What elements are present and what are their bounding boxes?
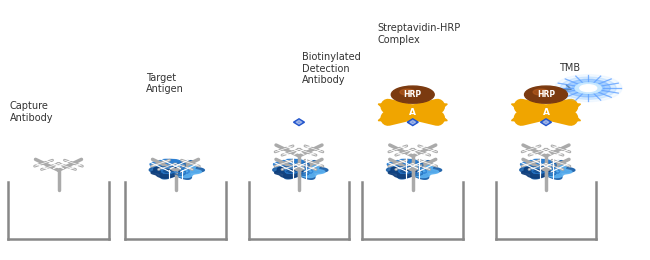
Polygon shape (538, 164, 572, 178)
Polygon shape (168, 164, 202, 178)
Circle shape (400, 89, 415, 95)
Polygon shape (387, 159, 426, 173)
Polygon shape (294, 119, 304, 126)
Polygon shape (151, 167, 181, 178)
Text: HRP: HRP (404, 90, 422, 99)
Text: TMB: TMB (560, 63, 580, 73)
Polygon shape (563, 104, 580, 110)
Polygon shape (512, 104, 529, 110)
Circle shape (572, 82, 604, 95)
Text: Target
Antigen: Target Antigen (146, 73, 184, 94)
Polygon shape (296, 120, 302, 124)
Polygon shape (430, 114, 447, 121)
Polygon shape (521, 159, 560, 173)
Polygon shape (430, 104, 447, 110)
Polygon shape (388, 167, 419, 178)
Circle shape (533, 89, 548, 95)
Text: Streptavidin-HRP
Complex: Streptavidin-HRP Complex (377, 23, 460, 45)
Text: A: A (410, 108, 416, 117)
Circle shape (391, 86, 434, 103)
Text: Capture
Antibody: Capture Antibody (10, 101, 53, 123)
Polygon shape (541, 119, 551, 126)
Polygon shape (291, 164, 325, 178)
Text: A: A (543, 108, 549, 117)
Circle shape (580, 85, 597, 92)
Text: HRP: HRP (537, 90, 555, 99)
Polygon shape (274, 159, 313, 173)
Polygon shape (520, 160, 575, 179)
Text: Biotinylated
Detection
Antibody: Biotinylated Detection Antibody (302, 52, 361, 85)
Polygon shape (410, 120, 416, 124)
Polygon shape (273, 160, 328, 179)
Polygon shape (521, 167, 552, 178)
Circle shape (575, 83, 601, 93)
Circle shape (566, 79, 610, 97)
Polygon shape (150, 160, 204, 179)
Circle shape (554, 75, 622, 102)
Polygon shape (563, 114, 580, 121)
Polygon shape (408, 119, 418, 126)
Polygon shape (405, 164, 439, 178)
Circle shape (525, 86, 567, 103)
Polygon shape (378, 114, 396, 121)
Polygon shape (543, 120, 549, 124)
Polygon shape (274, 167, 305, 178)
Polygon shape (378, 104, 396, 110)
Polygon shape (150, 159, 189, 173)
Circle shape (560, 77, 616, 99)
Polygon shape (387, 160, 441, 179)
Polygon shape (512, 114, 529, 121)
